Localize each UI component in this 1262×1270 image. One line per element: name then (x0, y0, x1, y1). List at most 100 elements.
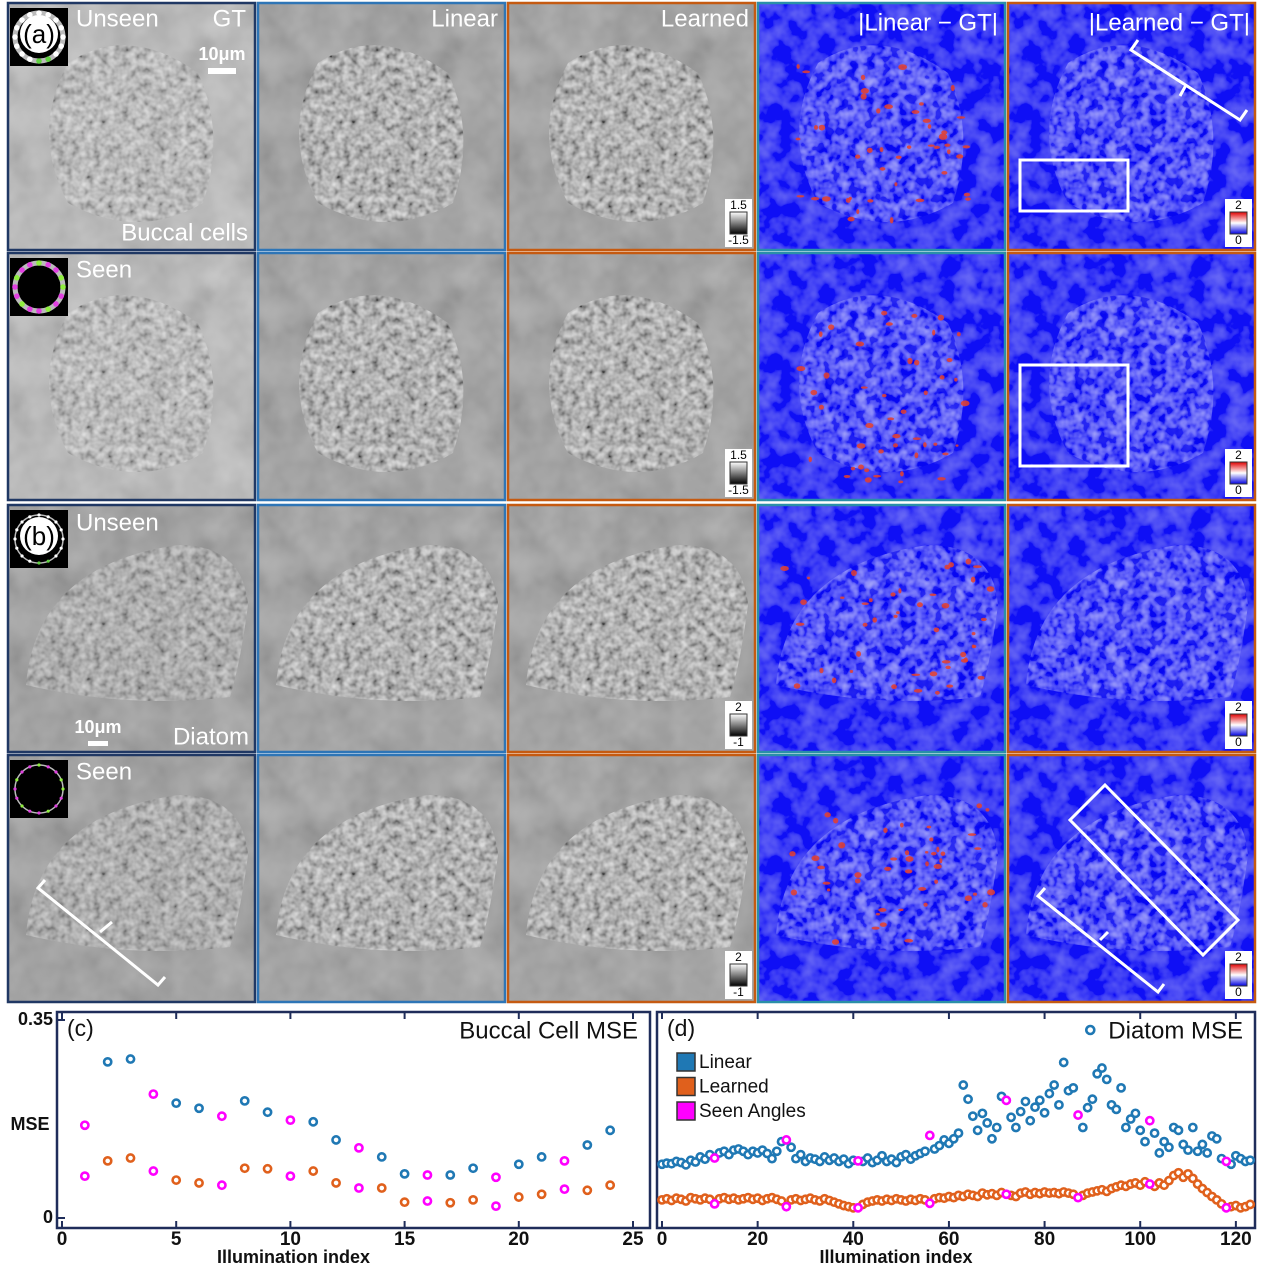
data-point (561, 1157, 568, 1164)
error-speck (817, 866, 825, 870)
error-speck (905, 856, 913, 862)
error-speck (900, 823, 904, 828)
data-point (447, 1171, 454, 1178)
data-point (1003, 1191, 1010, 1198)
error-speck (864, 468, 869, 472)
error-speck (807, 577, 810, 580)
data-point (1247, 1157, 1254, 1164)
error-speck (960, 652, 966, 657)
data-point (492, 1203, 499, 1210)
error-speck (838, 842, 845, 848)
data-point (926, 1200, 933, 1207)
error-speck (917, 602, 923, 607)
colorbar-min: -1.5 (728, 483, 749, 497)
error-speck (934, 627, 940, 632)
colorbar-max: 2 (1235, 950, 1242, 964)
y-tick-label: 0 (43, 1207, 53, 1227)
data-point (711, 1200, 718, 1207)
data-point (960, 1081, 967, 1088)
error-speck (861, 75, 865, 80)
icon-led (13, 787, 16, 790)
error-speck (951, 85, 955, 91)
figure: 1.5-1.5201.5-1.5202-1202-120 (a) Unseen … (0, 0, 1262, 1270)
x-axis-label: Illumination index (819, 1247, 972, 1267)
data-point (515, 1193, 522, 1200)
icon-led (47, 515, 50, 518)
icon-led (20, 804, 23, 807)
data-point (1060, 1059, 1067, 1066)
data-point (561, 1186, 568, 1193)
colorbar-min: -1 (733, 735, 744, 749)
error-speck (930, 593, 937, 595)
plot-frame (57, 1012, 650, 1228)
data-point (492, 1174, 499, 1181)
error-speck (878, 908, 886, 912)
icon-led (15, 547, 18, 550)
column-title: Linear (431, 5, 498, 32)
error-speck (932, 330, 935, 336)
icon-led (14, 25, 20, 31)
error-speck (919, 102, 924, 105)
data-point (424, 1197, 431, 1204)
error-speck (933, 443, 937, 446)
icon-led (61, 537, 64, 540)
data-point (287, 1173, 294, 1180)
icon-led (27, 306, 33, 312)
icon-led (13, 537, 16, 540)
y-tick-label: 0.35 (18, 1009, 53, 1029)
data-point (1151, 1130, 1158, 1137)
data-point (470, 1165, 477, 1172)
data-point (1074, 1111, 1081, 1118)
error-speck (905, 869, 913, 873)
colorbar-min: -1 (733, 985, 744, 999)
scale-bar-label: 10μm (74, 717, 121, 737)
error-speck (974, 847, 981, 850)
data-point (104, 1157, 111, 1164)
error-speck (907, 145, 911, 148)
error-speck (854, 872, 861, 878)
scale-bar-label: 10μm (198, 44, 245, 64)
image-panel (1008, 253, 1255, 500)
icon-led (28, 810, 31, 813)
data-point (378, 1184, 385, 1191)
error-speck (945, 666, 950, 669)
icon-led (28, 560, 31, 563)
data-point (783, 1203, 790, 1210)
error-speck (939, 134, 948, 140)
error-speck (987, 586, 995, 592)
error-speck (851, 570, 857, 576)
data-point (218, 1113, 225, 1120)
error-speck (968, 833, 976, 836)
error-speck (896, 156, 902, 159)
error-speck (797, 195, 805, 197)
colorbar: 2-1 (725, 950, 752, 999)
image-panel (508, 755, 755, 1002)
data-point (150, 1167, 157, 1174)
error-speck (844, 475, 851, 478)
error-speck (911, 314, 917, 318)
data-point (979, 1110, 986, 1117)
data-point (447, 1199, 454, 1206)
error-speck (794, 683, 801, 688)
error-speck (976, 803, 982, 808)
icon-led (47, 810, 50, 813)
colorbar: 20 (1225, 950, 1252, 999)
error-speck (867, 199, 873, 202)
icon-led (58, 43, 64, 49)
error-speck (867, 148, 873, 153)
icon-led (36, 58, 42, 64)
image-panel (1008, 505, 1255, 752)
panel-label: (a) (23, 19, 55, 49)
error-speck (856, 209, 859, 214)
data-point (470, 1196, 477, 1203)
icon-led (36, 260, 42, 266)
data-point (218, 1182, 225, 1189)
error-speck (819, 668, 823, 673)
icon-led (54, 554, 57, 557)
icon-led (60, 778, 63, 781)
error-speck (954, 378, 957, 382)
error-speck (904, 939, 913, 943)
x-axis-label: Illumination index (217, 1247, 370, 1267)
data-point (1141, 1138, 1148, 1145)
error-speck (923, 903, 927, 907)
